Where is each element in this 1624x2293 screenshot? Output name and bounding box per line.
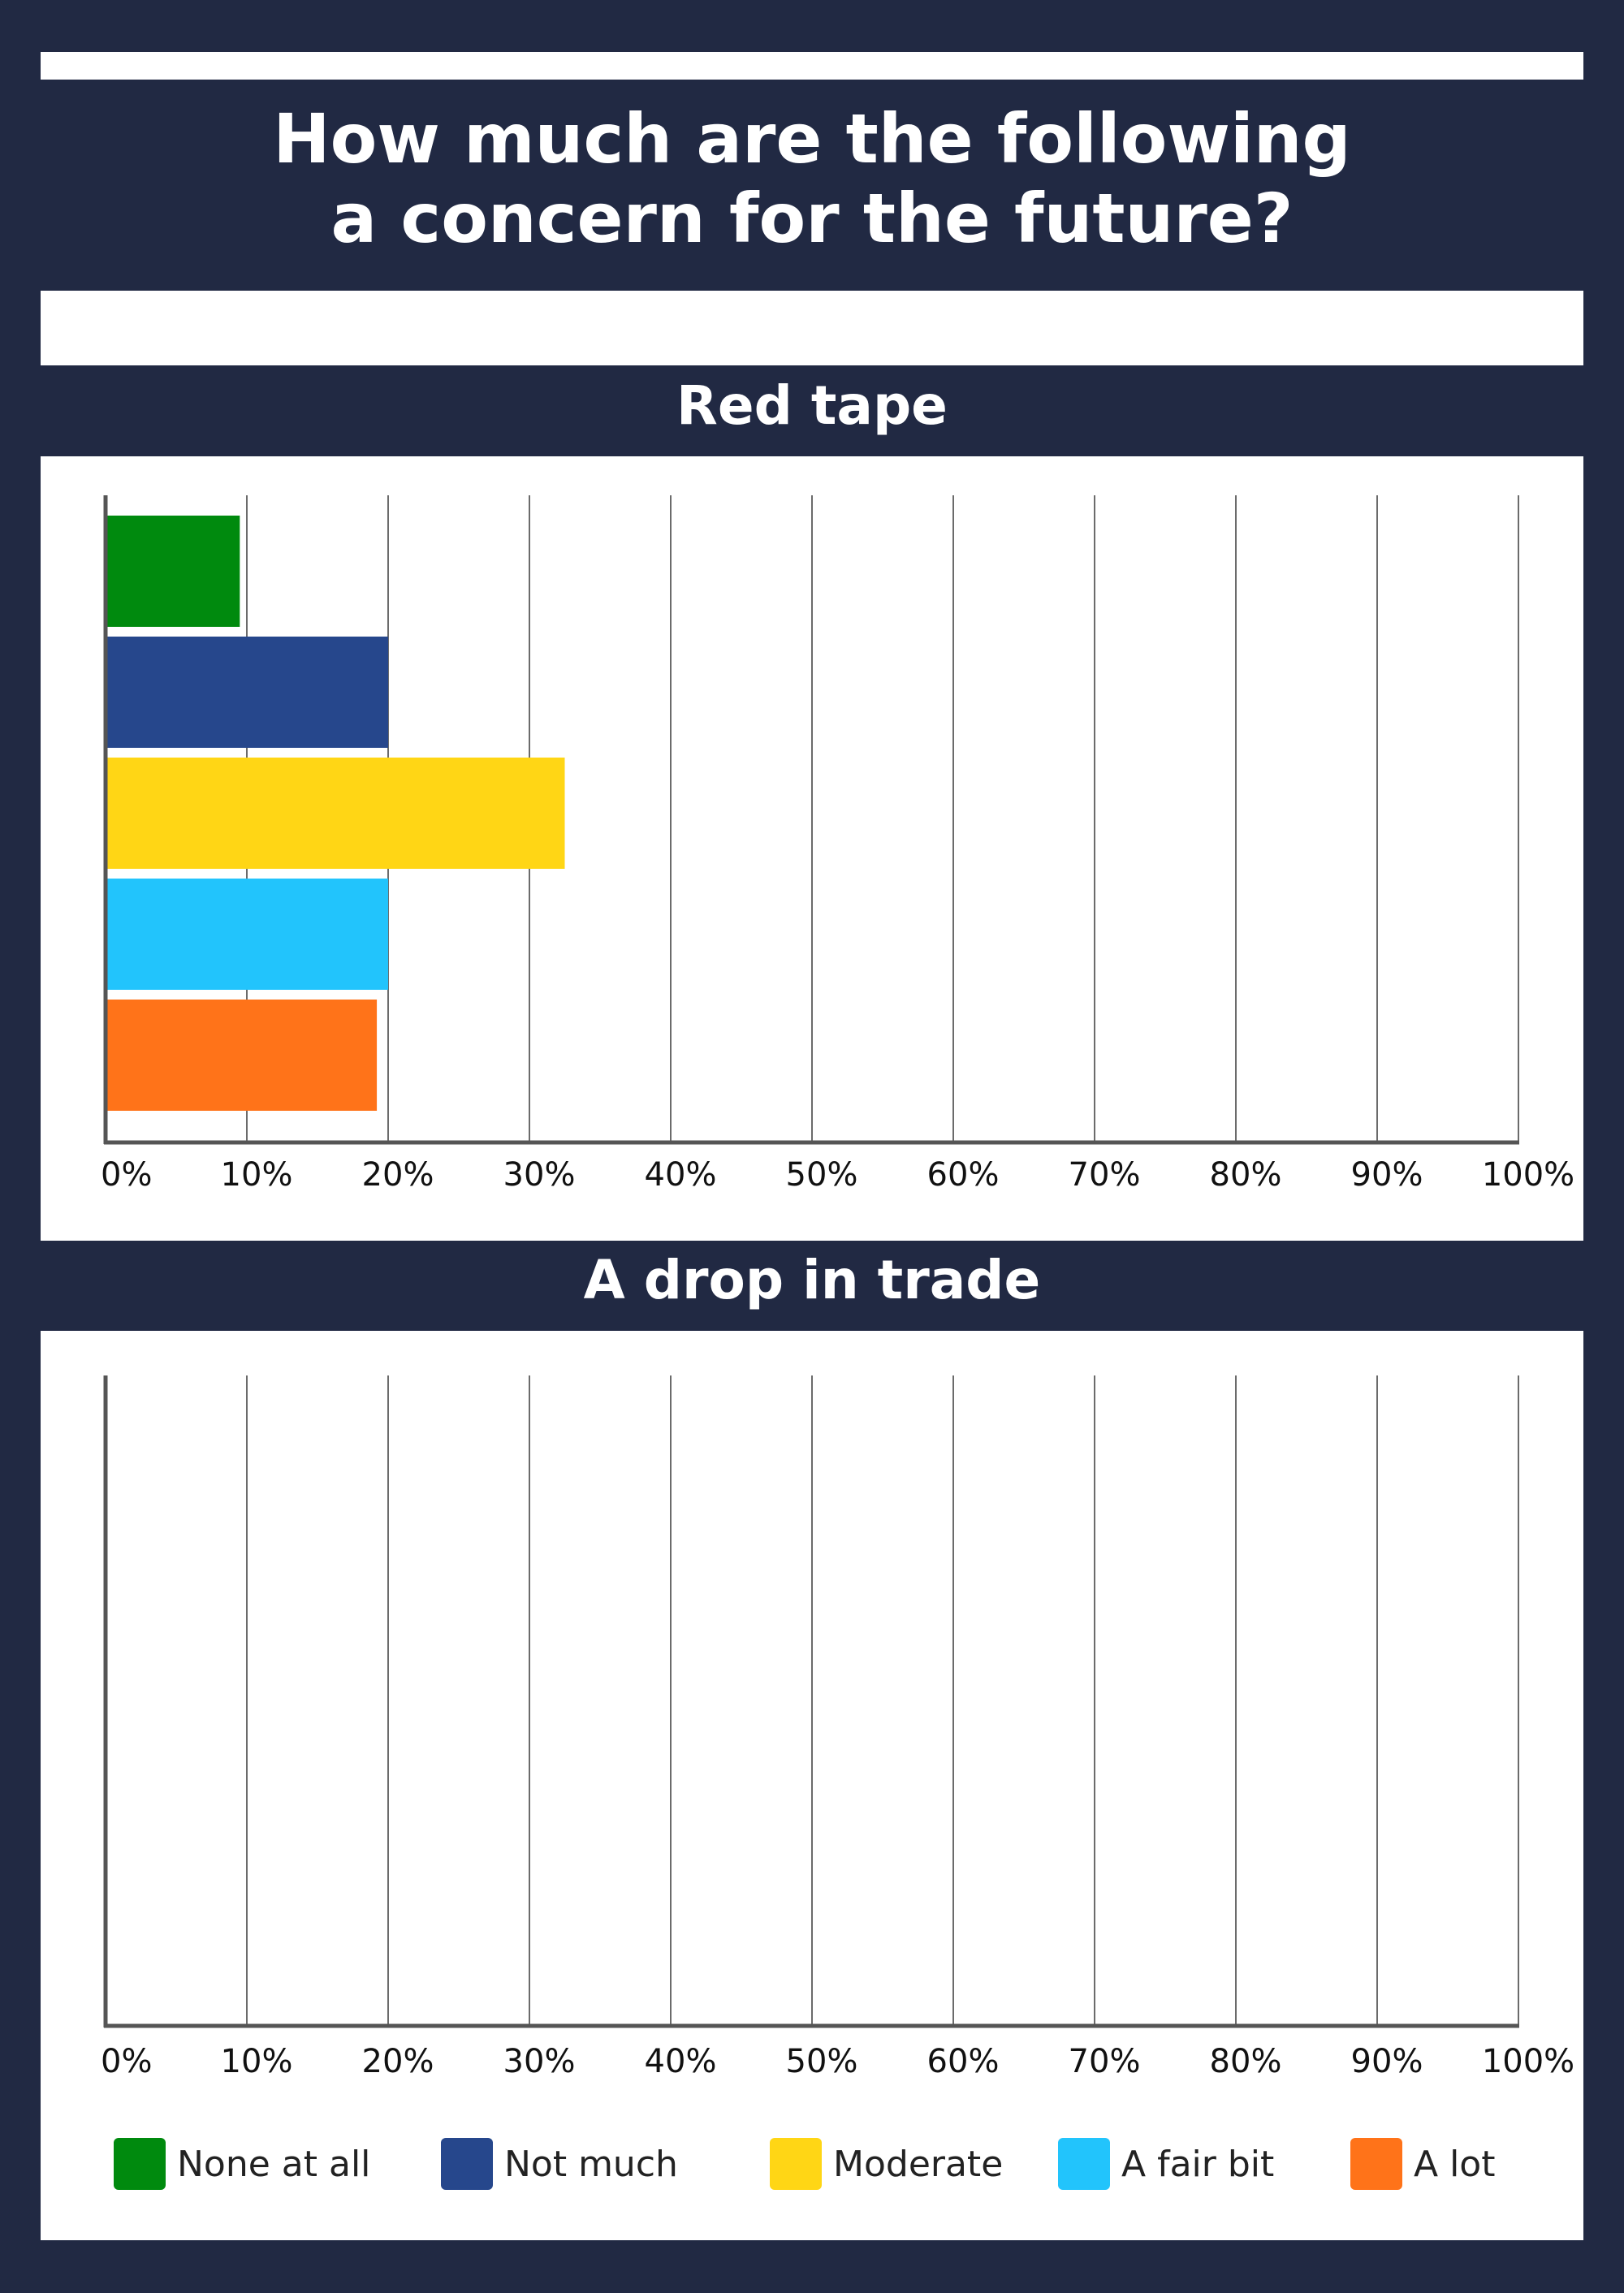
- chart-panel-drop-in-trade: 0% 10% 20% 30% 40% 50% 60% 70% 80% 90% 100% None a…: [41, 1331, 1583, 2240]
- x-tick-label: 40%: [645, 1156, 717, 1194]
- bar-a-fair-bit: [106, 879, 388, 990]
- legend-swatch-none-at-all: [114, 2138, 166, 2190]
- legend-swatch-not-much: [441, 2138, 493, 2190]
- legend: None at all Not much Moderate A fair bit…: [114, 2135, 1559, 2192]
- legend-item-none-at-all: None at all: [114, 2135, 370, 2192]
- x-tick-label: 70%: [1069, 2043, 1141, 2080]
- legend-label: A lot: [1414, 2143, 1496, 2185]
- legend-item-not-much: Not much: [441, 2135, 678, 2192]
- x-tick-label: 100%: [1482, 2043, 1574, 2080]
- page-title-line-2: a concern for the future?: [330, 179, 1294, 258]
- x-tick-label: 60%: [927, 1156, 1000, 1194]
- legend-label: A fair bit: [1121, 2143, 1275, 2185]
- x-tick-label: 30%: [503, 1156, 576, 1194]
- bar-not-much: [106, 637, 388, 748]
- x-tick-label: 40%: [645, 2043, 717, 2080]
- page-title-line-1: How much are the following: [273, 99, 1351, 179]
- top-white-strip: [41, 52, 1583, 80]
- x-tick-label: 60%: [927, 2043, 1000, 2080]
- x-tick-label: 50%: [786, 2043, 858, 2080]
- legend-label: None at all: [177, 2143, 371, 2185]
- x-tick-label: 50%: [786, 1156, 858, 1194]
- x-tick-label: 20%: [362, 1156, 434, 1194]
- legend-swatch-a-lot: [1350, 2138, 1402, 2190]
- legend-swatch-moderate: [770, 2138, 822, 2190]
- chart-drop-in-trade: 0% 10% 20% 30% 40% 50% 60% 70% 80% 90% 100%: [101, 1375, 1574, 2080]
- x-tick-label: 100%: [1482, 1156, 1574, 1194]
- legend-swatch-a-fair-bit: [1058, 2138, 1110, 2190]
- chart-title-red-tape: Red tape: [676, 374, 948, 437]
- legend-label: Moderate: [833, 2143, 1004, 2185]
- x-tick-label: 90%: [1351, 1156, 1423, 1194]
- x-tick-label: 10%: [221, 2043, 293, 2080]
- bar-moderate: [106, 758, 565, 869]
- x-tick-label: 90%: [1351, 2043, 1423, 2080]
- legend-label: Not much: [504, 2143, 678, 2185]
- x-tick-label: 70%: [1069, 1156, 1141, 1194]
- legend-item-moderate: Moderate: [770, 2135, 1003, 2192]
- x-tick-label: 0%: [101, 1156, 152, 1194]
- x-tick-label: 0%: [101, 2043, 152, 2080]
- legend-item-a-fair-bit: A fair bit: [1058, 2135, 1274, 2192]
- title-underline-strip: [41, 291, 1583, 365]
- x-tick-label: 30%: [503, 2043, 576, 2080]
- legend-item-a-lot: A lot: [1350, 2135, 1495, 2192]
- chart-red-tape: 0% 10% 20% 30% 40% 50% 60% 70% 80% 90% 100%: [101, 495, 1574, 1194]
- x-tick-label: 10%: [221, 1156, 293, 1194]
- x-tick-label: 20%: [362, 2043, 434, 2080]
- chart-panel-red-tape: 0% 10% 20% 30% 40% 50% 60% 70% 80% 90% 100%: [41, 456, 1583, 1241]
- bar-none-at-all: [106, 516, 240, 627]
- x-tick-label: 80%: [1210, 1156, 1282, 1194]
- chart-title-drop-in-trade: A drop in trade: [583, 1249, 1041, 1311]
- page-title: How much are the following a concern for…: [0, 99, 1624, 258]
- bar-a-lot: [106, 1000, 378, 1111]
- x-tick-label: 80%: [1210, 2043, 1282, 2080]
